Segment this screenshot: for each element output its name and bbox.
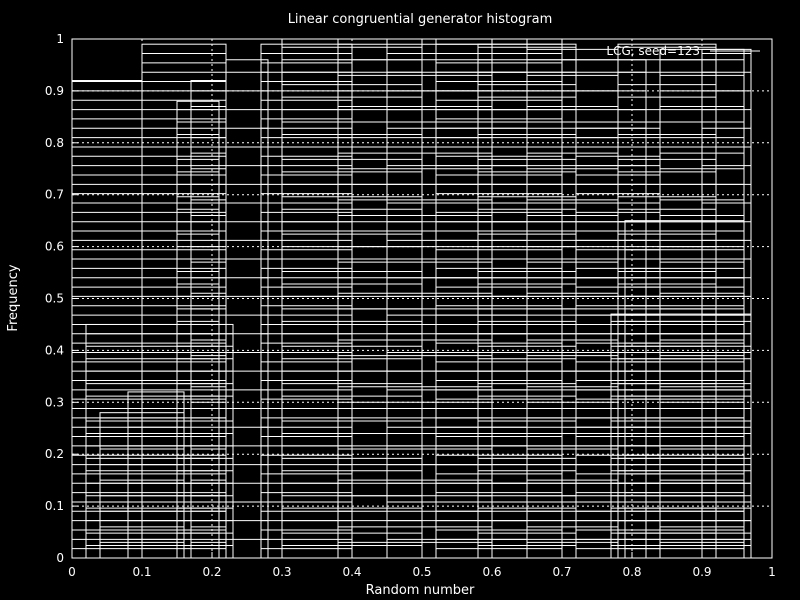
histogram-bar-1 (85, 323, 234, 559)
y-tick-label-4: 0.4 (45, 343, 64, 357)
y-tick-label-1: 0.1 (45, 499, 64, 513)
histogram-bar-hatch-5 (177, 109, 219, 547)
x-tick-label-3: 0.3 (272, 565, 291, 579)
x-tick-label-10: 1 (768, 565, 776, 579)
histogram-bar-17 (617, 43, 717, 559)
x-tick-label-4: 0.4 (342, 565, 361, 579)
histogram-bar-hatch-8 (261, 53, 352, 550)
x-axis-label: Random number (366, 583, 475, 598)
histogram-bar-hatch-21 (611, 320, 751, 547)
histogram-bar-hatch-4 (142, 53, 226, 550)
histogram-bar-hatch-14 (527, 59, 618, 543)
y-tick-label-3: 0.3 (45, 395, 64, 409)
x-tick-label-2: 0.2 (202, 565, 221, 579)
y-tick-label-7: 0.7 (45, 188, 64, 202)
x-tick-label-6: 0.6 (482, 565, 501, 579)
histogram-bar-5 (176, 100, 220, 559)
x-tick-label-0: 0 (68, 565, 76, 579)
x-tick-label-7: 0.7 (552, 565, 571, 579)
y-tick-label-5: 0.5 (45, 292, 64, 306)
y-axis-label: Frequency (6, 264, 21, 331)
x-tick-label-1: 0.1 (132, 565, 151, 579)
axes: 0 0.1 0.2 0.3 0.4 0.5 0.6 0.7 0.8 0.9 1 0 0.1 0.2 0.3 0… (45, 32, 776, 579)
histogram-bar-hatch-1 (86, 333, 233, 547)
histogram-bar-hatch-20 (625, 221, 744, 550)
legend-label: LCG, seed=123 (606, 44, 700, 58)
legend: LCG, seed=123 (606, 44, 760, 58)
y-tick-label-2: 0.2 (45, 447, 64, 461)
histogram-bar-hatch-6 (191, 90, 226, 543)
y-tick-label-0: 0 (56, 551, 64, 565)
x-tick-label-5: 0.5 (412, 565, 431, 579)
y-tick-label-6: 0.6 (45, 240, 64, 254)
histogram-bar-0 (71, 80, 143, 559)
histogram-bar-hatch-0 (72, 81, 142, 550)
histogram-bar-14 (526, 48, 619, 559)
x-tick-label-8: 0.8 (622, 565, 641, 579)
y-tick-label-9: 0.9 (45, 84, 64, 98)
y-tick-label-8: 0.8 (45, 136, 64, 150)
y-tick-label-10: 1 (56, 32, 64, 46)
chart-title: Linear congruential generator histogram (288, 12, 553, 27)
histogram-bar-6 (190, 80, 227, 559)
x-tick-label-9: 0.9 (692, 565, 711, 579)
